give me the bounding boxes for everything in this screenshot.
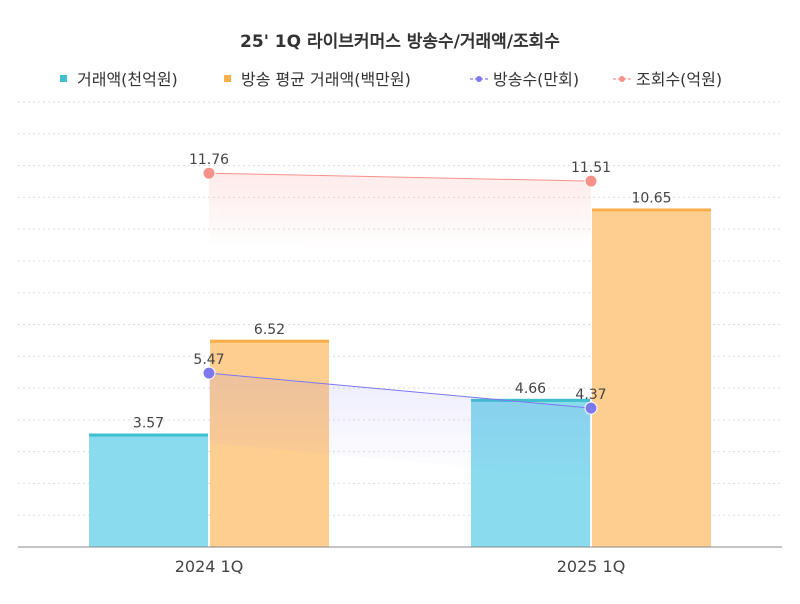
- line-series-2: [208, 372, 592, 409]
- chart-title: 25' 1Q 라이브커머스 방송수/거래액/조회수: [240, 32, 560, 52]
- line-value-label: 11.76: [189, 152, 229, 168]
- data-labels: 3.57 6.52 4.66 10.65 5.47 4.37 11.76 11.51: [133, 152, 672, 431]
- line-point-series-3-cat-0: [202, 166, 216, 180]
- x-tick-label: 2025 1Q: [557, 557, 626, 576]
- bar-top-edge: [210, 339, 329, 343]
- x-tick-label: 2024 1Q: [175, 557, 244, 576]
- lines: [202, 166, 598, 415]
- line-value-label: 11.51: [571, 160, 611, 176]
- legend-label: 방송수(만회): [493, 70, 579, 89]
- bar-series-1-cat-1: [592, 208, 711, 547]
- legend-swatch-bar: [60, 75, 67, 82]
- line-point-series-2-cat-1: [584, 401, 598, 415]
- line-point-series-3-cat-1: [584, 174, 598, 188]
- legend-label: 거래액(천억원): [77, 70, 178, 89]
- line-value-label: 4.37: [575, 387, 606, 403]
- x-axis: 2024 1Q 2025 1Q: [18, 546, 782, 576]
- bar-series-0-cat-0: [89, 433, 208, 547]
- line-series-3: [208, 172, 592, 182]
- bar-value-label: 4.66: [515, 381, 546, 397]
- legend-swatch-bar: [224, 75, 231, 82]
- bar-value-label: 6.52: [254, 322, 285, 338]
- legend-label: 방송 평균 거래액(백만원): [241, 70, 411, 89]
- bar-top-edge: [89, 433, 208, 437]
- legend-swatch-point: [476, 76, 482, 82]
- line-value-label: 5.47: [193, 352, 224, 368]
- legend: 거래액(천억원) 방송 평균 거래액(백만원) 방송수(만회) 조회수(억원): [60, 70, 722, 89]
- legend-label: 조회수(억원): [636, 70, 722, 89]
- line-point-series-2-cat-0: [202, 366, 216, 380]
- bar-top-edge: [471, 398, 590, 402]
- line-area-series-3: [209, 173, 591, 252]
- bars: [89, 208, 711, 547]
- bar-value-label: 10.65: [631, 190, 671, 206]
- legend-swatch-point: [619, 76, 625, 82]
- bar-value-label: 3.57: [133, 416, 164, 432]
- bar-top-edge: [592, 208, 711, 212]
